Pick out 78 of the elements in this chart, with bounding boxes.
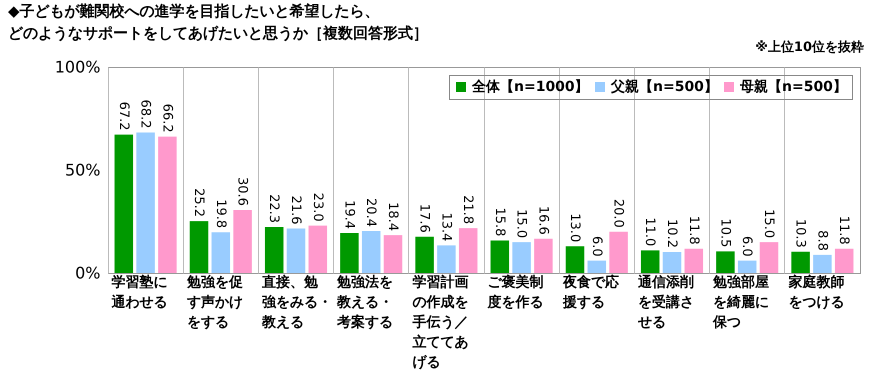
x-tick-label: 勉強法を教える・考案する [336, 274, 394, 330]
bar [716, 251, 735, 273]
text: ※上位10位を抜粋 [755, 39, 864, 56]
bar [114, 134, 134, 273]
data-label: 15.0 [760, 209, 776, 238]
y-tick-label: 50% [64, 160, 100, 180]
bar [738, 260, 756, 273]
bar [813, 254, 832, 273]
data-label: 23.0 [310, 192, 325, 222]
data-label: 15.8 [492, 208, 507, 236]
data-label: 19.4 [341, 200, 356, 230]
data-label: 67.2 [116, 102, 131, 131]
data-label: 21.6 [288, 196, 303, 225]
bar [384, 235, 402, 273]
data-label: 20.0 [610, 198, 626, 228]
bar [588, 260, 606, 273]
bar [362, 230, 380, 273]
data-label: 11.8 [686, 216, 701, 245]
data-label: 13.4 [438, 212, 454, 242]
legend-label: 父親【n=500】 [610, 78, 718, 95]
data-label: 11.0 [642, 217, 658, 246]
bar [534, 238, 553, 273]
bar [308, 226, 328, 273]
data-label: 15.0 [514, 209, 529, 238]
data-label: 6.0 [588, 236, 604, 257]
legend-label: 全体【n=1000】 [471, 79, 589, 95]
bar [136, 132, 155, 273]
x-tick-label: 勉強部屋を綺麗に保つ [712, 274, 770, 330]
x-tick-label: 学習計画の作成を手伝う／立ててあげる [411, 274, 468, 370]
bar [212, 232, 230, 273]
data-label: 16.6 [535, 206, 550, 235]
bar [158, 136, 177, 273]
legend-label: 母親【n=500】 [739, 78, 847, 95]
bar [233, 210, 252, 273]
bar [490, 240, 510, 273]
data-label: 22.3 [266, 194, 282, 224]
bar [437, 245, 456, 273]
bar [286, 228, 306, 273]
bar [760, 242, 778, 273]
x-tick-label: ご褒美制度を作る [486, 274, 544, 310]
bar [340, 233, 359, 273]
x-tick-label: 学習塾に通わせる [110, 274, 168, 310]
bar [791, 252, 810, 273]
data-label: 17.6 [416, 204, 432, 233]
bar [512, 242, 531, 273]
bar [458, 228, 478, 273]
x-tick-label: 直接、勉強をみる・教える [261, 274, 332, 330]
data-label: 10.5 [717, 218, 732, 248]
bar [640, 250, 660, 273]
data-label: 10.2 [664, 219, 679, 248]
data-label: 21.8 [460, 195, 476, 224]
bar [662, 252, 682, 273]
bar [684, 248, 704, 273]
y-tick-label: 100% [54, 58, 100, 76]
bar [609, 232, 628, 273]
data-label: 20.4 [363, 198, 378, 227]
bar [415, 236, 434, 273]
data-label: 30.6 [234, 177, 250, 206]
x-tick-label: 夜食で応援する [562, 274, 619, 310]
data-label: 13.0 [567, 213, 582, 242]
data-label: 11.8 [836, 216, 852, 245]
bar [834, 248, 854, 273]
x-tick-label: 家庭教師をつける [787, 274, 844, 310]
x-tick-label: 通信添削を受講させる [637, 274, 694, 330]
data-label: 25.2 [191, 188, 206, 218]
data-label: 19.8 [212, 199, 228, 228]
y-tick-label: 0% [75, 264, 100, 282]
x-tick-label: 勉強を促す声かけをする [186, 274, 243, 330]
data-label: 18.4 [384, 202, 400, 232]
data-label: 68.2 [138, 100, 153, 129]
chart-title: ◆子どもが難関校への進学を目指したいと希望したら、どのようなサポートをしてあげたいと思うか［複数回答形式］ [8, 2, 428, 42]
data-label: 8.8 [814, 230, 830, 251]
data-label: 66.2 [159, 104, 174, 133]
bar [264, 227, 284, 273]
data-label: 10.3 [792, 218, 808, 248]
bar [190, 221, 208, 273]
data-label: 6.0 [739, 236, 754, 257]
bar [566, 246, 584, 273]
